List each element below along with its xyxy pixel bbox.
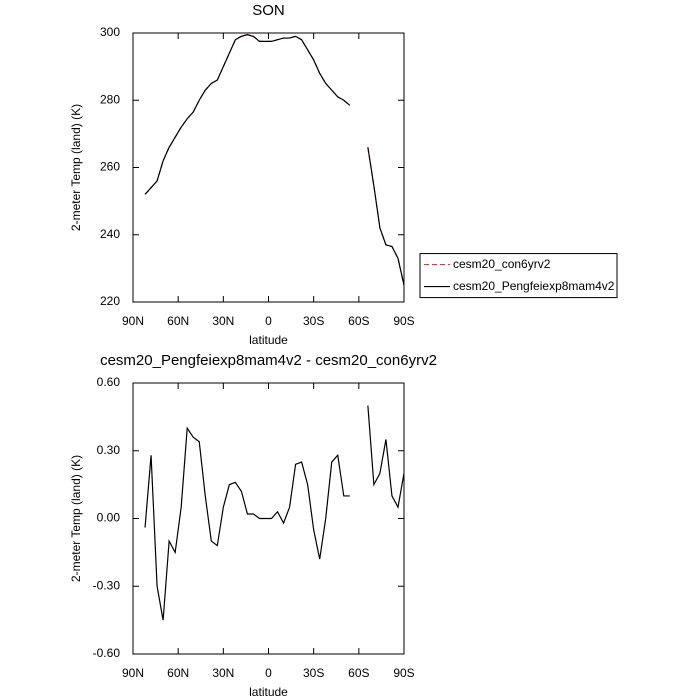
chart-title: SON [252,2,285,19]
y-tick-label: 0.00 [97,511,121,525]
x-tick-label: 0 [265,314,272,328]
y-tick-label: 240 [100,227,120,241]
legend-box [419,253,618,299]
x-axis-label: latitude [249,333,288,347]
legend: cesm20_con6yrv2 cesm20_Pengfeiexp8mam4v2 [419,253,618,299]
legend-label: cesm20_con6yrv2 [453,257,551,271]
x-tick-label: 60N [167,314,189,328]
data-line [144,34,405,286]
y-axis-label: 2-meter Temp (land) (K) [69,455,83,582]
y-tick-label: 0.60 [97,375,121,389]
chart-title: cesm20_Pengfeiexp8mam4v2 - cesm20_con6yr… [100,352,437,369]
x-axis-label: latitude [249,685,288,699]
legend-label: cesm20_Pengfeiexp8mam4v2 [453,279,615,293]
x-tick-label: 30S [303,666,324,680]
x-tick-label: 90N [122,314,144,328]
x-tick-label: 90N [122,666,144,680]
data-line [144,34,405,286]
x-tick-label: 60S [348,314,369,328]
y-tick-label: -0.30 [93,578,121,592]
y-tick-label: -0.60 [93,646,121,660]
data-line [144,405,405,621]
x-tick-label: 30N [212,314,234,328]
x-tick-label: 60S [348,666,369,680]
x-tick-label: 60N [167,666,189,680]
y-tick-label: 260 [100,160,120,174]
y-axis-label: 2-meter Temp (land) (K) [69,104,83,231]
x-tick-label: 90S [393,666,414,680]
y-tick-label: 220 [100,294,120,308]
x-tick-label: 30S [303,314,324,328]
x-tick-label: 0 [265,666,272,680]
x-tick-label: 30N [212,666,234,680]
plot-frame [132,32,405,303]
x-tick-label: 90S [393,314,414,328]
y-tick-label: 280 [100,92,120,106]
y-tick-label: 300 [100,25,120,39]
y-tick-label: 0.30 [97,443,121,457]
